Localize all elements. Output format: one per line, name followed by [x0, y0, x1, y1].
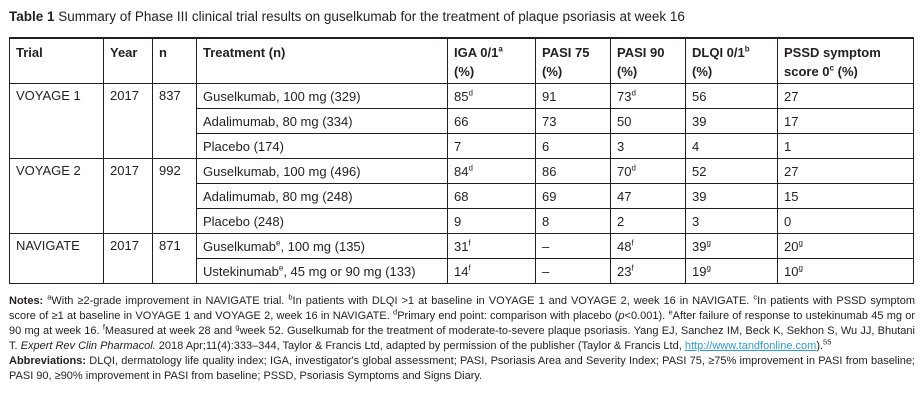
cell-iga: 7: [447, 133, 536, 159]
table-abbreviations: Abbreviations: DLQI, dermatology life qu…: [9, 355, 915, 382]
cell-dlqi: 39: [685, 108, 778, 134]
cell-treatment: Placebo (248): [196, 208, 448, 234]
cell-n: 871: [152, 233, 197, 284]
table-row: NAVIGATE 2017 871 Guselkumabe, 100 mg (1…: [9, 233, 914, 284]
cell-pasi90: 50: [610, 108, 686, 134]
cell-pasi90: 3: [610, 133, 686, 159]
column-header-dlqi: DLQI 0/1b (%): [685, 37, 778, 84]
cell-pssd: 17: [777, 108, 914, 134]
header-row: Trial Year n Treatment (n) IGA 0/1a (%) P…: [9, 37, 914, 84]
cell-pasi75: 73: [535, 108, 611, 134]
table-caption: Summary of Phase III clinical trial resu…: [58, 9, 685, 24]
cell-pssd: 27: [777, 158, 914, 184]
cell-dlqi: 39: [685, 183, 778, 209]
cell-pasi75: –: [535, 233, 611, 259]
cell-pasi90: 2: [610, 208, 686, 234]
column-header-n: n: [152, 37, 197, 84]
cell-dlqi: 4: [685, 133, 778, 159]
table-row: Ustekinumabe, 45 mg or 90 mg (133) 14f –…: [10, 258, 914, 284]
cell-pasi90: 70d: [610, 158, 686, 184]
cell-pssd: 1: [777, 133, 914, 159]
cell-pasi75: 91: [535, 83, 611, 109]
column-header-pasi90: PASI 90 (%): [610, 37, 686, 84]
table-row: Adalimumab, 80 mg (334) 66 73 50 39 17: [10, 108, 914, 134]
cell-trial: VOYAGE 2: [9, 158, 104, 234]
cell-iga: 14f: [447, 258, 536, 284]
clinical-trial-table: Trial Year n Treatment (n) IGA 0/1a (%) P…: [9, 37, 914, 284]
paper-page: Table 1 Summary of Phase III clinical tr…: [9, 8, 916, 382]
cell-pasi75: 69: [535, 183, 611, 209]
cell-trial: NAVIGATE: [9, 233, 104, 284]
cell-dlqi: 3: [685, 208, 778, 234]
cell-pasi90: 73d: [610, 83, 686, 109]
cell-n: 837: [152, 83, 197, 159]
cell-pasi75: 86: [535, 158, 611, 184]
cell-pssd: 15: [777, 183, 914, 209]
cell-treatment: Ustekinumabe, 45 mg or 90 mg (133): [196, 258, 448, 284]
cell-n: 992: [152, 158, 197, 234]
cell-pasi90: 48f: [610, 233, 686, 259]
cell-pasi90: 47: [610, 183, 686, 209]
cell-pasi75: 8: [535, 208, 611, 234]
cell-pssd: 27: [777, 83, 914, 109]
cell-treatment: Guselkumab, 100 mg (329): [196, 83, 448, 109]
cell-treatment: Adalimumab, 80 mg (248): [196, 183, 448, 209]
cell-iga: 68: [447, 183, 536, 209]
table-row: VOYAGE 2 2017 992 Guselkumab, 100 mg (49…: [9, 158, 914, 234]
table-number: Table 1: [9, 9, 55, 24]
cell-treatment: Guselkumab, 100 mg (496): [196, 158, 448, 184]
cell-pasi75: 6: [535, 133, 611, 159]
cell-iga: 66: [447, 108, 536, 134]
cell-pssd: 10g: [777, 258, 914, 284]
cell-trial: VOYAGE 1: [9, 83, 104, 159]
column-header-treatment: Treatment (n): [196, 37, 448, 84]
cell-iga: 85d: [447, 83, 536, 109]
cell-dlqi: 56: [685, 83, 778, 109]
table-row: Placebo (174) 7 6 3 4 1: [10, 133, 914, 159]
cell-year: 2017: [103, 83, 153, 159]
table-notes: Notes: aWith ≥2-grade improvement in NAV…: [9, 292, 916, 352]
cell-pssd: 20g: [777, 233, 914, 259]
cell-treatment: Placebo (174): [196, 133, 448, 159]
column-header-year: Year: [103, 37, 153, 84]
tandfonline-link[interactable]: http://www.tandfonline.com: [684, 340, 817, 352]
cell-dlqi: 39g: [685, 233, 778, 259]
column-header-pasi75: PASI 75 (%): [535, 37, 611, 84]
cell-iga: 31f: [447, 233, 536, 259]
cell-dlqi: 19g: [685, 258, 778, 284]
cell-iga: 84d: [447, 158, 536, 184]
cell-treatment: Guselkumabe, 100 mg (135): [196, 233, 448, 259]
column-header-pssd: PSSD symptom score 0c (%): [777, 37, 914, 84]
cell-pasi90: 23f: [610, 258, 686, 284]
cell-treatment: Adalimumab, 80 mg (334): [196, 108, 448, 134]
column-header-trial: Trial: [9, 37, 104, 84]
table-row: Placebo (248) 9 8 2 3 0: [10, 208, 914, 234]
cell-pssd: 0: [777, 208, 914, 234]
table-title: Table 1 Summary of Phase III clinical tr…: [9, 8, 915, 25]
cell-iga: 9: [447, 208, 536, 234]
column-header-iga: IGA 0/1a (%): [447, 37, 536, 84]
table-row: VOYAGE 1 2017 837 Guselkumab, 100 mg (32…: [9, 83, 914, 159]
cell-dlqi: 52: [685, 158, 778, 184]
cell-year: 2017: [103, 158, 153, 234]
cell-pasi75: –: [535, 258, 611, 284]
cell-year: 2017: [103, 233, 153, 284]
table-row: Adalimumab, 80 mg (248) 68 69 47 39 15: [10, 183, 914, 209]
